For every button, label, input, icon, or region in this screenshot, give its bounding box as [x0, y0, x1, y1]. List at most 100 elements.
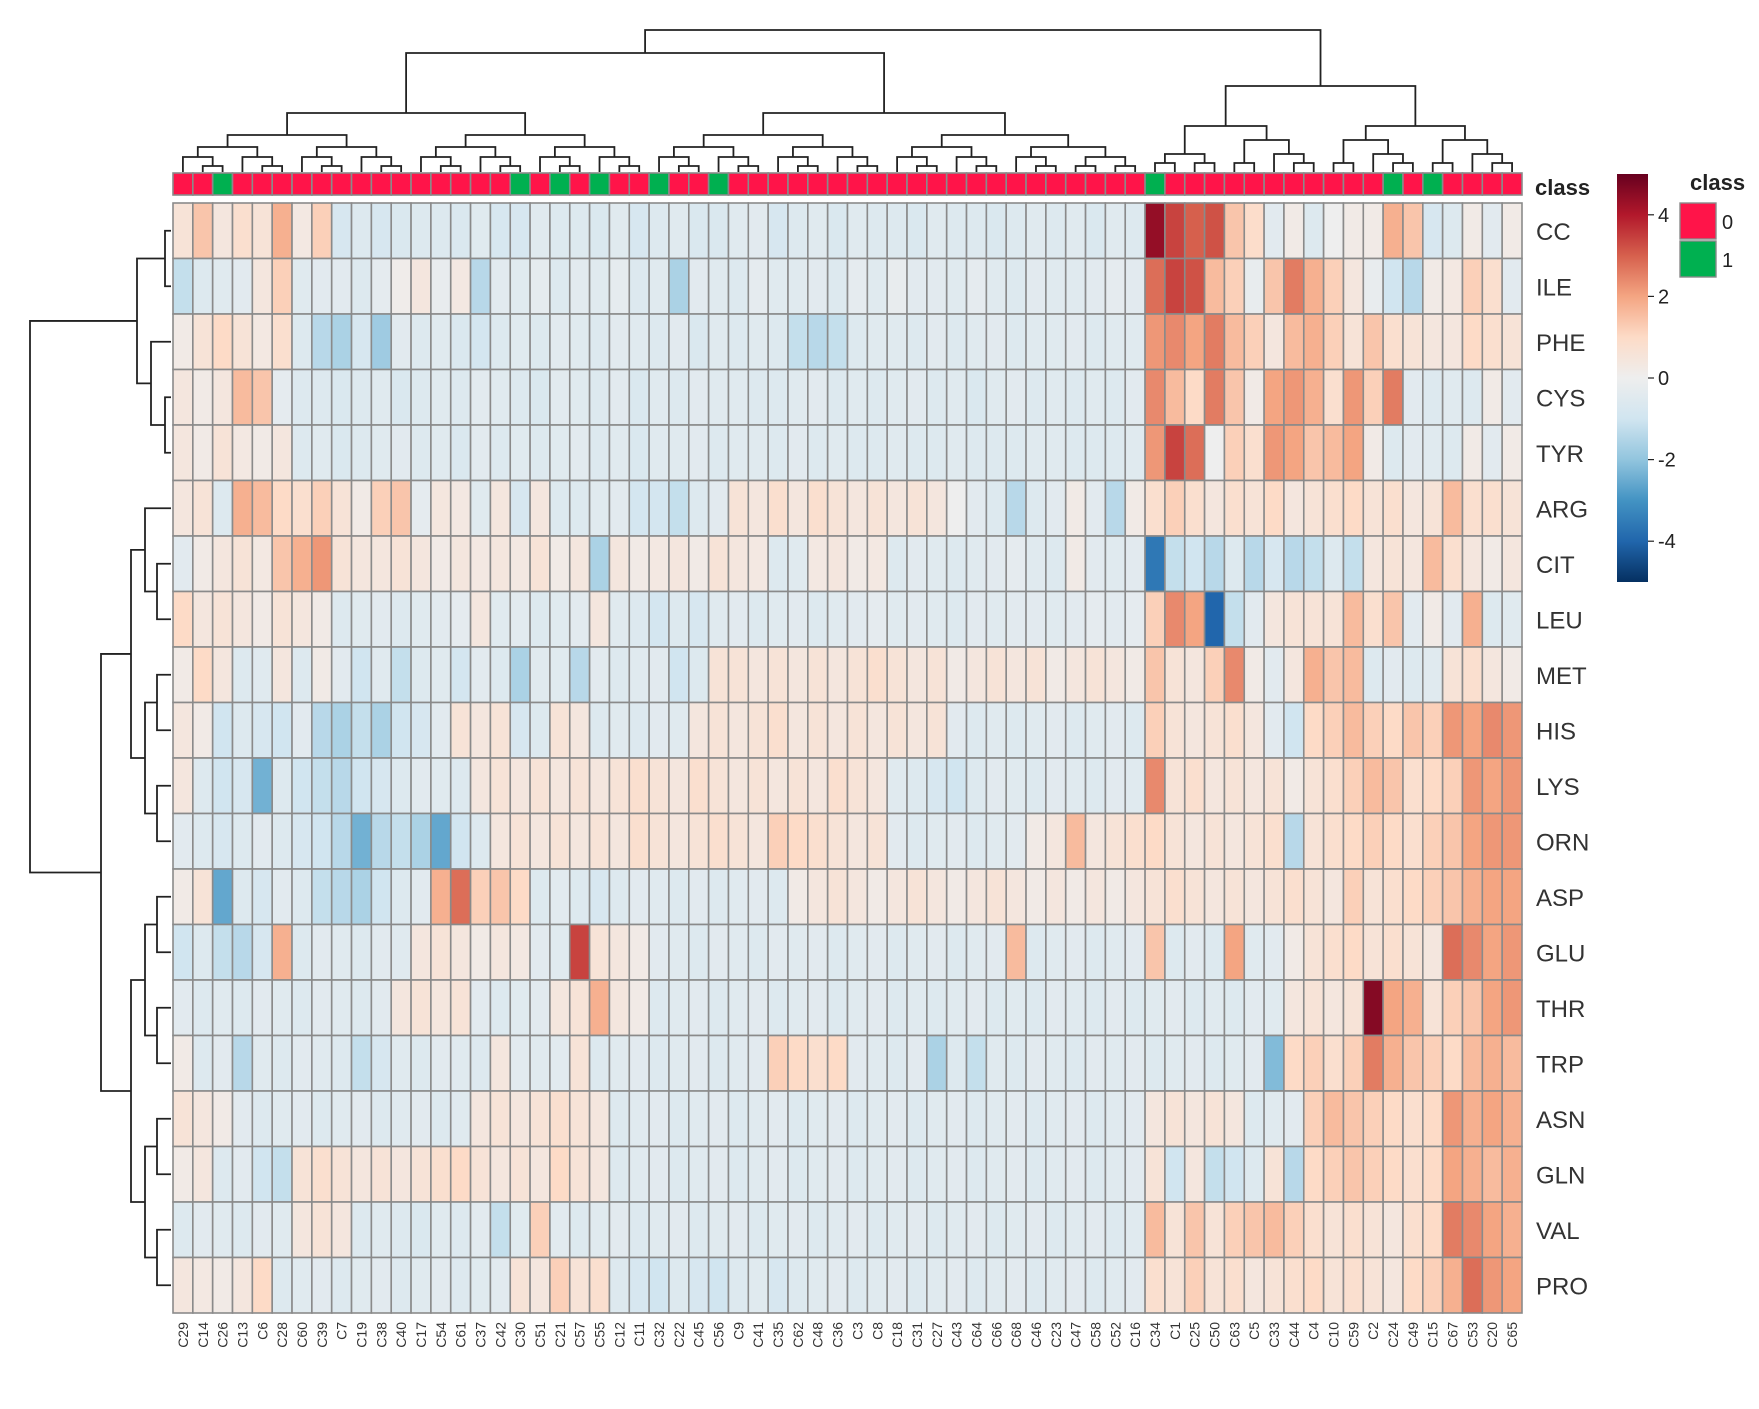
- dendrogram-branch: [156, 1117, 171, 1176]
- heatmap-cell: [291, 1256, 313, 1314]
- heatmap-cell: [1283, 1090, 1305, 1148]
- heatmap-cell: [350, 1090, 373, 1148]
- heatmap-cell: [628, 868, 650, 926]
- heatmap-cell: [826, 1034, 849, 1092]
- heatmap-cell: [1144, 590, 1166, 648]
- heatmap-cell: [1124, 1145, 1146, 1203]
- heatmap-cell: [1045, 1034, 1067, 1092]
- heatmap-cell: [251, 646, 273, 704]
- heatmap-cell: [1064, 313, 1087, 371]
- heatmap-cell: [747, 646, 769, 704]
- class-annotation-cell: [251, 172, 273, 196]
- column-label: C26: [215, 1322, 231, 1348]
- heatmap-cell: [648, 757, 670, 815]
- dendrogram-branch: [673, 146, 735, 157]
- heatmap-cell: [390, 313, 412, 371]
- color-scale-tick-label: 0: [1658, 368, 1669, 390]
- heatmap-cell: [707, 1090, 730, 1148]
- heatmap-cell: [1104, 202, 1127, 260]
- dendrogram-branch: [226, 134, 348, 147]
- heatmap-cell: [727, 1145, 750, 1203]
- heatmap-cell: [370, 590, 393, 648]
- heatmap-cell: [1144, 368, 1166, 426]
- heatmap-cell: [390, 590, 412, 648]
- heatmap-cell: [509, 1201, 531, 1259]
- heatmap-cell: [668, 757, 690, 815]
- heatmap-cell: [172, 590, 194, 648]
- heatmap-cell: [807, 701, 829, 759]
- heatmap-cell: [1025, 479, 1047, 537]
- heatmap-cell: [886, 535, 908, 593]
- dendrogram-branch: [618, 165, 641, 172]
- heatmap-cell: [1164, 1201, 1186, 1259]
- heatmap-cell: [985, 646, 1008, 704]
- heatmap-cell: [628, 202, 650, 260]
- dendrogram-branch: [1342, 139, 1389, 163]
- heatmap-cell: [311, 590, 333, 648]
- heatmap-cell: [727, 701, 750, 759]
- heatmap-cell: [489, 313, 512, 371]
- heatmap-cell: [271, 1090, 293, 1148]
- heatmap-cell: [747, 1201, 769, 1259]
- heatmap-cell: [1104, 757, 1127, 815]
- heatmap-cell: [1362, 923, 1384, 981]
- heatmap-cell: [449, 590, 472, 648]
- heatmap-cell: [628, 1090, 650, 1148]
- heatmap-cell: [1203, 923, 1226, 981]
- heatmap-cell: [807, 923, 829, 981]
- heatmap-cell: [906, 479, 928, 537]
- heatmap-cell: [529, 1145, 551, 1203]
- heatmap-cell: [1144, 1034, 1166, 1092]
- heatmap-cell: [926, 368, 948, 426]
- heatmap-cell: [588, 535, 611, 593]
- heatmap-cell: [1322, 479, 1345, 537]
- heatmap-cell: [1263, 1201, 1285, 1259]
- heatmap-cell: [509, 1090, 531, 1148]
- class-annotation-cell: [886, 172, 908, 196]
- heatmap-cell: [251, 979, 273, 1037]
- heatmap-cell: [648, 424, 670, 482]
- heatmap-cell: [1005, 868, 1027, 926]
- heatmap-cell: [1064, 868, 1087, 926]
- heatmap-cell: [291, 368, 313, 426]
- heatmap-cell: [1441, 590, 1464, 648]
- heatmap-cell: [311, 646, 333, 704]
- heatmap-cell: [1283, 701, 1305, 759]
- heatmap-cell: [906, 368, 928, 426]
- heatmap-cell: [1382, 368, 1404, 426]
- heatmap-cell: [211, 1034, 234, 1092]
- heatmap-cell: [707, 202, 730, 260]
- heatmap-cell: [529, 646, 551, 704]
- heatmap-cell: [807, 424, 829, 482]
- heatmap-cell: [648, 1201, 670, 1259]
- heatmap-cell: [449, 1034, 472, 1092]
- heatmap-cell: [588, 424, 611, 482]
- heatmap-cell: [628, 590, 650, 648]
- heatmap-cell: [1441, 1090, 1464, 1148]
- heatmap-cell: [1402, 757, 1424, 815]
- heatmap-cell: [529, 701, 551, 759]
- heatmap-cell: [945, 257, 968, 315]
- heatmap-cell: [1084, 535, 1107, 593]
- heatmap-cell: [390, 1090, 412, 1148]
- heatmap-cell: [1203, 424, 1226, 482]
- column-label: C12: [611, 1322, 627, 1348]
- heatmap-cell: [1084, 590, 1107, 648]
- column-label: C25: [1187, 1322, 1203, 1348]
- heatmap-cell: [1025, 757, 1047, 815]
- heatmap-cell: [1203, 1201, 1226, 1259]
- heatmap-cell: [1342, 757, 1365, 815]
- heatmap-cell: [410, 1034, 432, 1092]
- row-label: THR: [1536, 996, 1585, 1023]
- heatmap-cell: [1144, 701, 1166, 759]
- row-label: PHE: [1536, 330, 1585, 357]
- heatmap-cell: [1005, 1034, 1027, 1092]
- heatmap-cell: [370, 202, 393, 260]
- dendrogram-branch: [1243, 139, 1290, 163]
- heatmap-cell: [926, 479, 948, 537]
- heatmap-cell: [926, 313, 948, 371]
- heatmap-cell: [1124, 868, 1146, 926]
- heatmap-cell: [1223, 1090, 1246, 1148]
- heatmap-cell: [767, 590, 789, 648]
- heatmap-cell: [1283, 424, 1305, 482]
